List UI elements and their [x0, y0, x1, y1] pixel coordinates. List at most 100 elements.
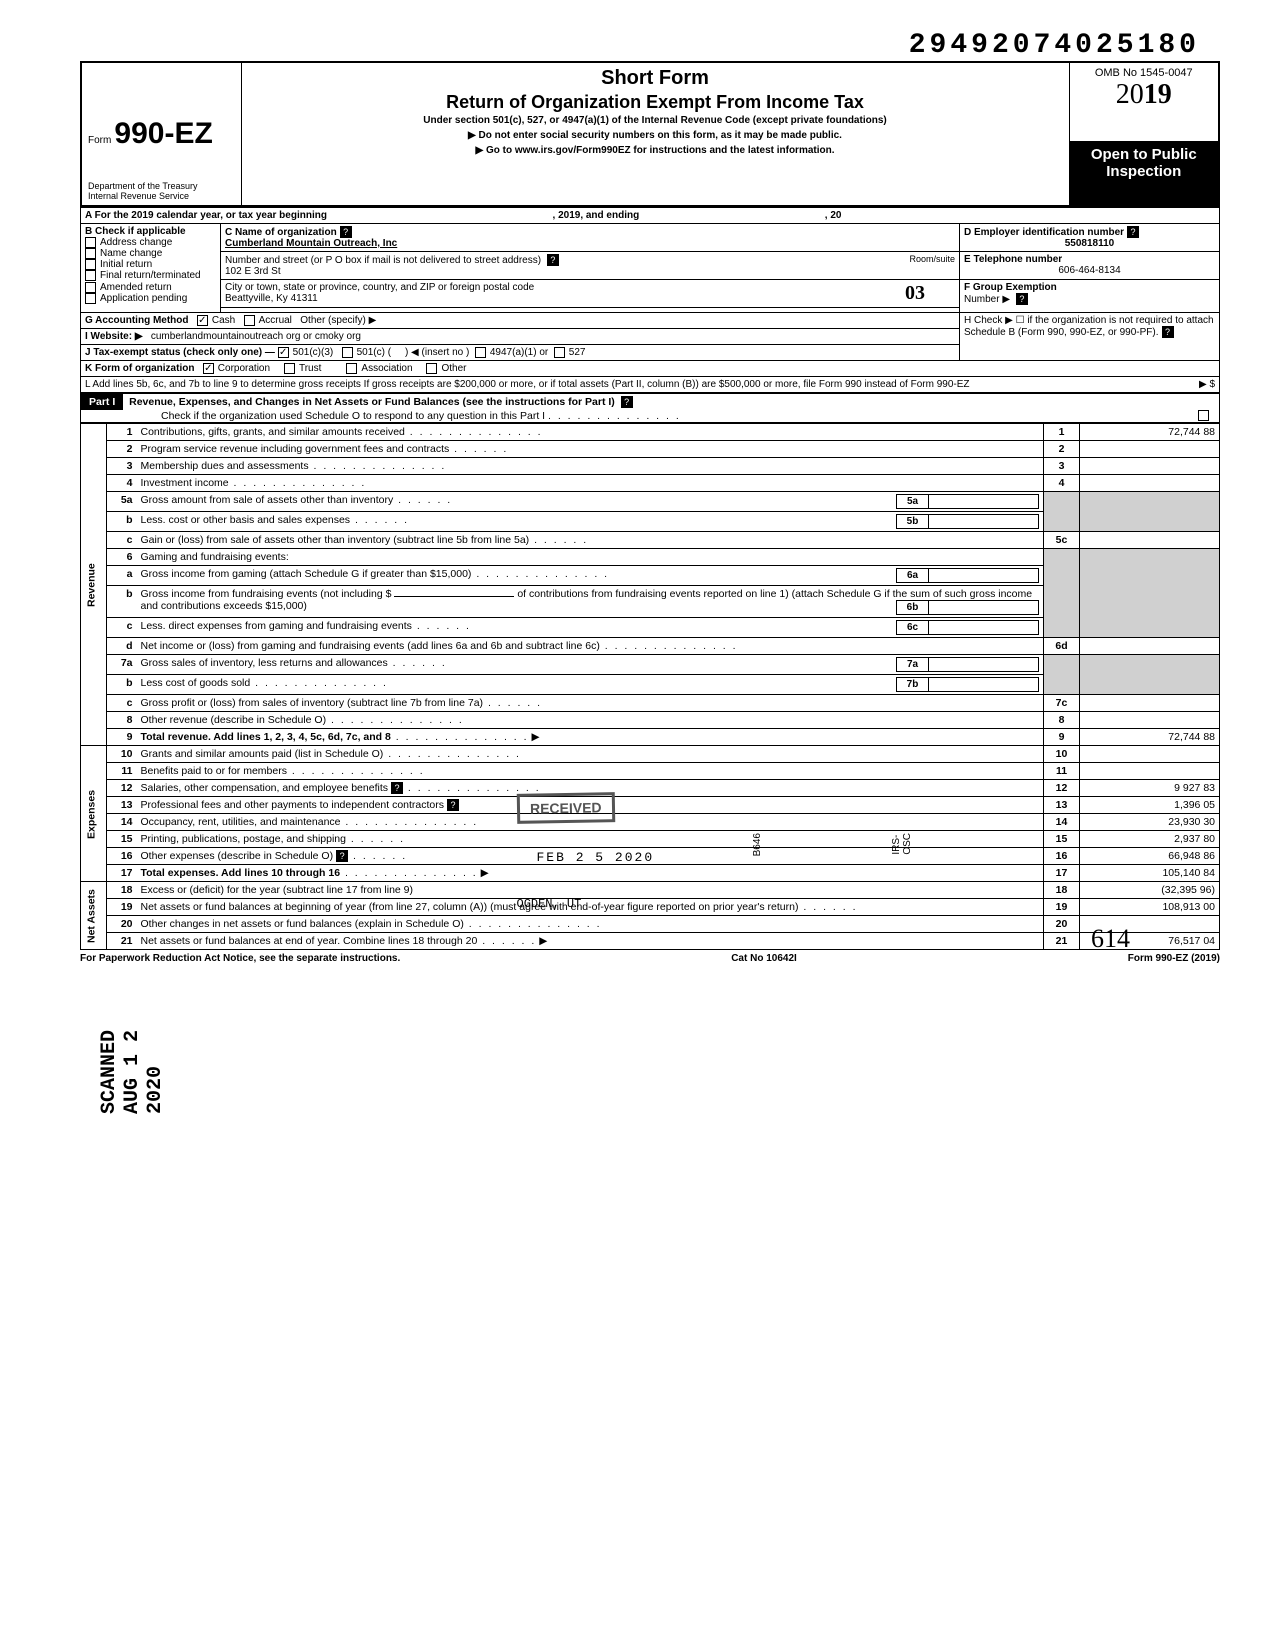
line-18-no: 18: [107, 882, 137, 899]
help-icon[interactable]: ?: [1016, 293, 1028, 305]
document-locator-number: 29492074025180: [80, 30, 1220, 61]
line-9-num: 9: [1044, 729, 1080, 746]
section-b-label: B Check if applicable: [85, 226, 216, 237]
chk-other[interactable]: [426, 363, 437, 374]
line-15-desc: Printing, publications, postage, and shi…: [141, 833, 346, 845]
chk-501c3[interactable]: [278, 347, 289, 358]
help-icon[interactable]: ?: [340, 226, 352, 238]
org-info-section: A For the 2019 calendar year, or tax yea…: [80, 207, 1220, 393]
help-icon[interactable]: ?: [621, 396, 633, 408]
line-15-num: 15: [1044, 831, 1080, 848]
help-icon[interactable]: ?: [447, 799, 459, 811]
line-20-num: 20: [1044, 916, 1080, 933]
line-5c-no: c: [107, 532, 137, 549]
chk-initial-return[interactable]: Initial return: [85, 259, 216, 270]
form-header: Form 990-EZ Department of the Treasury I…: [80, 61, 1220, 207]
help-icon[interactable]: ?: [391, 782, 403, 794]
line-10-no: 10: [107, 746, 137, 763]
line-20-no: 20: [107, 916, 137, 933]
line-6a-desc: Gross income from gaming (attach Schedul…: [141, 568, 472, 580]
line-1-num: 1: [1044, 424, 1080, 441]
street-label: Number and street (or P O box if mail is…: [225, 255, 541, 266]
chk-corporation[interactable]: [203, 363, 214, 374]
help-icon[interactable]: ?: [1162, 326, 1174, 338]
help-icon[interactable]: ?: [1127, 226, 1139, 238]
city-value: Beattyville, Ky 41311: [225, 293, 318, 304]
section-l-arrow: ▶ $: [1199, 379, 1215, 390]
section-j-label: J Tax-exempt status (check only one) —: [85, 347, 278, 358]
part1-header-row: Part I Revenue, Expenses, and Changes in…: [80, 393, 1220, 423]
line-13-val: 1,396 05: [1080, 797, 1220, 814]
line-2-val: [1080, 441, 1220, 458]
line-7a-box: 7a: [897, 658, 929, 672]
line-6c-boxval: [929, 621, 1039, 635]
warning-line-1: ▶ Do not enter social security numbers o…: [248, 130, 1063, 141]
part1-label: Part I: [81, 394, 123, 410]
street-value: 102 E 3rd St: [225, 266, 281, 277]
help-icon[interactable]: ?: [336, 850, 348, 862]
website-value: cumberlandmountainoutreach org or cmoky …: [151, 331, 361, 342]
line-13-desc: Professional fees and other payments to …: [141, 799, 445, 811]
line-1-no: 1: [107, 424, 137, 441]
catalog-number: Cat No 10642I: [731, 953, 797, 964]
line-12-val: 9 927 83: [1080, 780, 1220, 797]
section-f-number: Number ▶: [964, 294, 1010, 305]
line-19-no: 19: [107, 899, 137, 916]
line-6a-box: 6a: [897, 569, 929, 583]
line-7b-box: 7b: [897, 678, 929, 692]
netassets-section-label: Net Assets: [81, 882, 107, 950]
line-12-no: 12: [107, 780, 137, 797]
help-icon[interactable]: ?: [547, 254, 559, 266]
line-11-val: [1080, 763, 1220, 780]
chk-address-change[interactable]: Address change: [85, 237, 216, 248]
line-8-val: [1080, 712, 1220, 729]
line-14-num: 14: [1044, 814, 1080, 831]
line-5b-desc: Less. cost or other basis and sales expe…: [141, 514, 351, 526]
chk-4947[interactable]: [475, 347, 486, 358]
line-7c-no: c: [107, 695, 137, 712]
section-l-text: L Add lines 5b, 6c, and 7b to line 9 to …: [85, 379, 970, 390]
line-5a-desc: Gross amount from sale of assets other t…: [141, 494, 394, 506]
line-9-desc: Total revenue. Add lines 1, 2, 3, 4, 5c,…: [141, 731, 391, 743]
line-21-no: 21: [107, 933, 137, 950]
line-8-num: 8: [1044, 712, 1080, 729]
chk-cash[interactable]: [197, 315, 208, 326]
line-17-num: 17: [1044, 865, 1080, 882]
chk-final-return[interactable]: Final return/terminated: [85, 270, 216, 281]
line-2-desc: Program service revenue including govern…: [141, 443, 450, 455]
handwritten-03: 03: [905, 282, 925, 305]
line-6c-desc: Less. direct expenses from gaming and fu…: [141, 620, 412, 632]
line-2-num: 2: [1044, 441, 1080, 458]
line-6c-box: 6c: [897, 621, 929, 635]
line-7c-desc: Gross profit or (loss) from sales of inv…: [141, 697, 484, 709]
revenue-section-label: Revenue: [81, 424, 107, 746]
line-9-no: 9: [107, 729, 137, 746]
line-3-val: [1080, 458, 1220, 475]
chk-name-change[interactable]: Name change: [85, 248, 216, 259]
chk-501c[interactable]: [342, 347, 353, 358]
line-4-val: [1080, 475, 1220, 492]
form-reference: Form 990-EZ (2019): [1128, 953, 1220, 964]
section-c-label: C Name of organization: [225, 227, 337, 238]
chk-527[interactable]: [554, 347, 565, 358]
chk-association[interactable]: [346, 363, 357, 374]
chk-trust[interactable]: [284, 363, 295, 374]
chk-accrual[interactable]: [244, 315, 255, 326]
line-4-no: 4: [107, 475, 137, 492]
line-6b-no: b: [107, 586, 137, 618]
handwritten-signature: 614: [1091, 924, 1130, 954]
section-e-label: E Telephone number: [964, 254, 1062, 265]
section-i-label: I Website: ▶: [85, 331, 143, 342]
line-6-no: 6: [107, 549, 137, 566]
line-5a-boxval: [929, 495, 1039, 509]
chk-application-pending[interactable]: Application pending: [85, 293, 216, 304]
line-21-num: 21: [1044, 933, 1080, 950]
line-5c-val: [1080, 532, 1220, 549]
chk-amended-return[interactable]: Amended return: [85, 282, 216, 293]
line-6-desc: Gaming and fundraising events:: [141, 551, 289, 563]
chk-schedule-o[interactable]: [1198, 410, 1209, 421]
line-7b-no: b: [107, 675, 137, 695]
line-6b-box: 6b: [897, 601, 929, 615]
line-14-desc: Occupancy, rent, utilities, and maintena…: [141, 816, 341, 828]
open-to-public-label: Open to Public Inspection: [1069, 141, 1219, 206]
